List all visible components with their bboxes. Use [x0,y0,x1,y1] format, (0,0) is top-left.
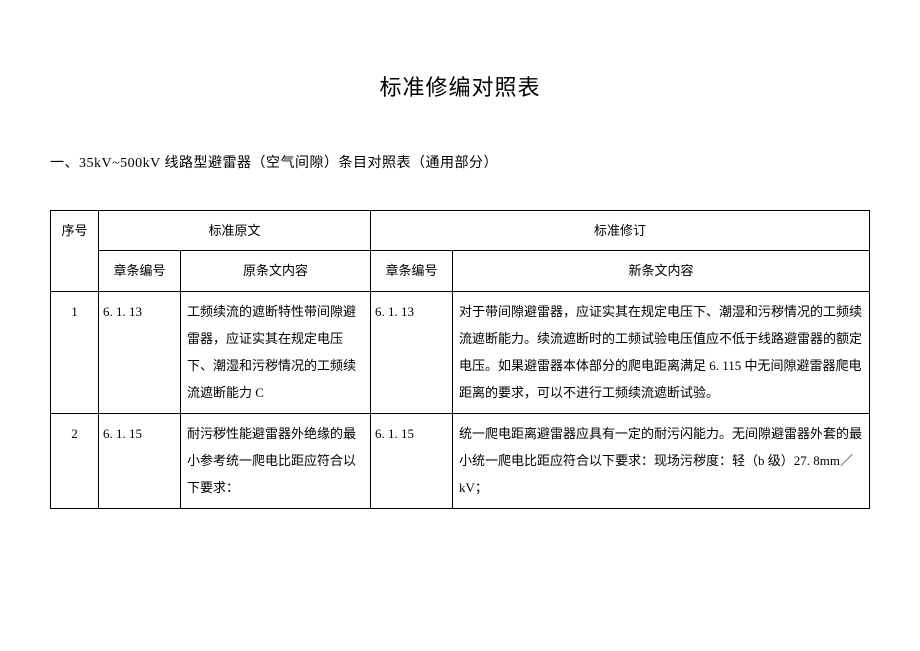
cell-chap-orig: 6. 1. 13 [99,291,181,413]
col-chap-rev-header: 章条编号 [371,251,453,291]
cell-content-orig: 工频续流的遮断特性带间隙避雷器，应证实其在规定电压下、潮湿和污秽情况的工频续流遮… [181,291,371,413]
col-group-rev-header: 标准修订 [371,211,870,251]
cell-content-orig: 耐污秽性能避雷器外绝缘的最小参考统一爬电比距应符合以下要求： [181,413,371,508]
cell-seq: 2 [51,413,99,508]
cell-chap-orig: 6. 1. 15 [99,413,181,508]
table-header-row-1: 序号 标准原文 标准修订 [51,211,870,251]
table-row: 2 6. 1. 15 耐污秽性能避雷器外绝缘的最小参考统一爬电比距应符合以下要求… [51,413,870,508]
col-content-orig-header: 原条文内容 [181,251,371,291]
col-chap-orig-header: 章条编号 [99,251,181,291]
cell-content-rev: 统一爬电距离避雷器应具有一定的耐污闪能力。无间隙避雷器外套的最小统一爬电比距应符… [453,413,870,508]
cell-chap-rev: 6. 1. 13 [371,291,453,413]
table-header-row-2: 章条编号 原条文内容 章条编号 新条文内容 [51,251,870,291]
col-content-rev-header: 新条文内容 [453,251,870,291]
section-subtitle: 一、35kV~500kV 线路型避雷器（空气间隙）条目对照表（通用部分） [50,152,870,172]
comparison-table: 序号 标准原文 标准修订 章条编号 原条文内容 章条编号 新条文内容 1 6. … [50,210,870,509]
col-group-orig-header: 标准原文 [99,211,371,251]
page-title: 标准修编对照表 [50,70,870,102]
cell-content-rev: 对于带间隙避雷器，应证实其在规定电压下、潮湿和污秽情况的工频续流遮断能力。续流遮… [453,291,870,413]
cell-chap-rev: 6. 1. 15 [371,413,453,508]
cell-seq: 1 [51,291,99,413]
table-row: 1 6. 1. 13 工频续流的遮断特性带间隙避雷器，应证实其在规定电压下、潮湿… [51,291,870,413]
col-seq-header: 序号 [51,211,99,292]
